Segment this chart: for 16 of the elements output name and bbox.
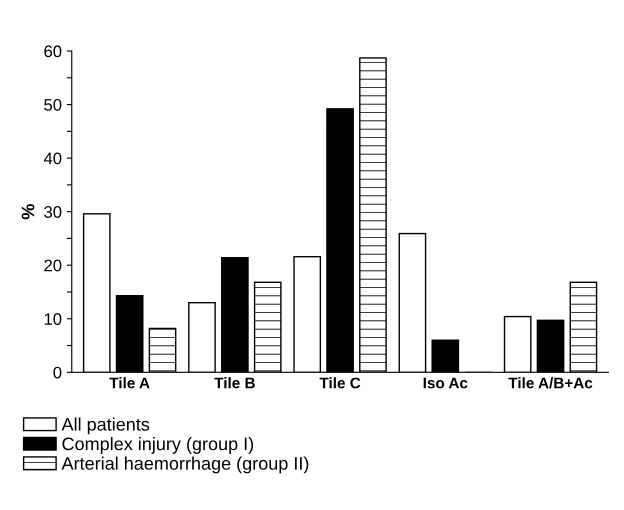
y-tick-label: 10 xyxy=(44,313,62,325)
y-tick-label: 40 xyxy=(44,152,62,164)
x-tick-label: Tile B xyxy=(214,377,255,388)
y-tick-label: 30 xyxy=(44,206,62,218)
y-tick-label: 60 xyxy=(44,45,62,58)
y-axis-title: % xyxy=(22,204,34,220)
y-tick-label: 20 xyxy=(44,260,62,272)
legend-label: Arterial haemorrhage (group II) xyxy=(62,456,308,474)
y-tick-label: 50 xyxy=(44,98,62,111)
legend-label: All patients xyxy=(62,417,150,434)
x-tick-label: Tile A xyxy=(109,377,150,388)
x-tick-label: Tile A/B+Ac xyxy=(508,377,592,389)
y-tick-label: 0 xyxy=(53,366,62,379)
x-tick-label: Tile C xyxy=(320,377,360,388)
x-tick-label: Iso Ac xyxy=(424,378,468,388)
legend-label: Complex injury (group I) xyxy=(62,437,254,454)
